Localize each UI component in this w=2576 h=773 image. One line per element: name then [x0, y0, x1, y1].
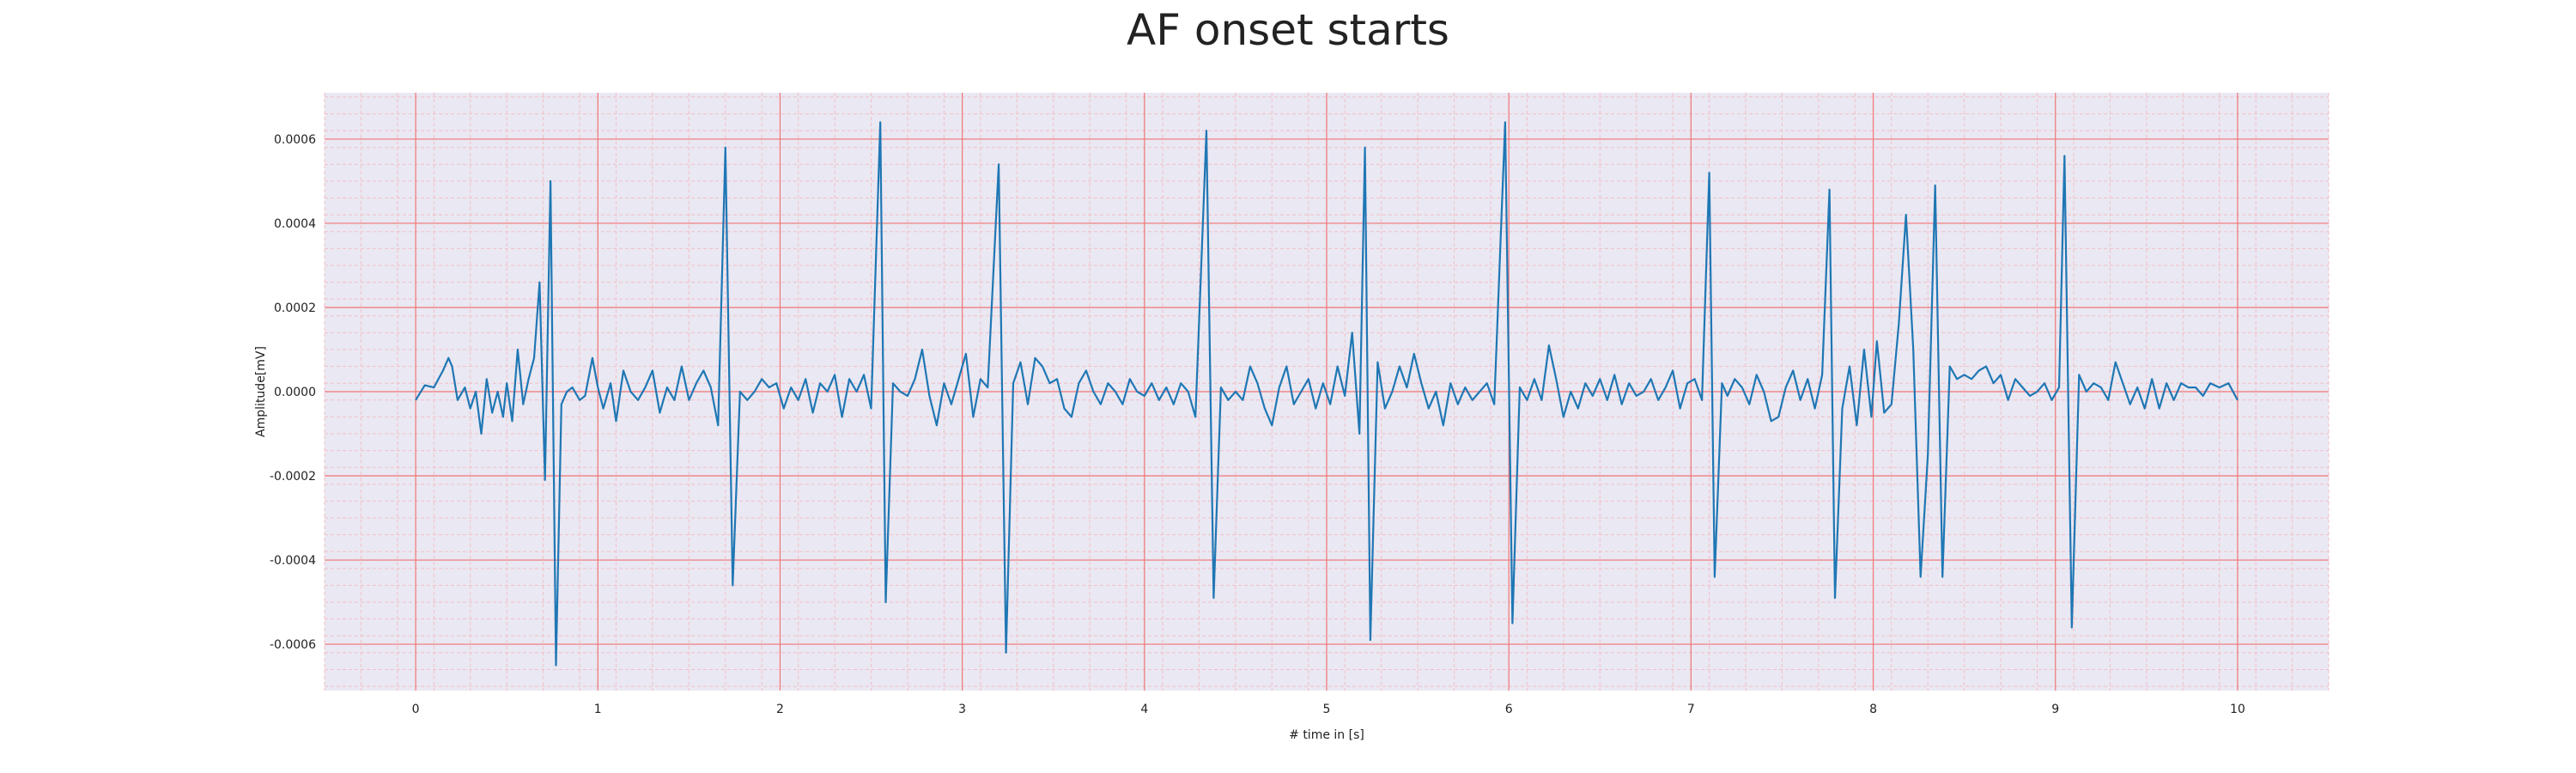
- x-tick-label: 9: [2051, 703, 2059, 716]
- y-tick-label: -0.0004: [270, 554, 316, 568]
- x-tick-labels: 0 1 2 3 4 5 6 7 8 9 10: [412, 703, 2245, 716]
- x-tick-label: 1: [594, 703, 602, 716]
- minor-grid: [324, 93, 2330, 691]
- y-axis-label: Amplitude[mV]: [254, 346, 268, 437]
- ecg-series-line: [415, 121, 2239, 666]
- x-tick-label: 2: [776, 703, 784, 716]
- x-tick-label: 8: [1869, 703, 1877, 716]
- y-tick-label: 0.0000: [274, 386, 316, 399]
- x-tick-label: 10: [2230, 703, 2245, 716]
- y-tick-labels: 0.0006 0.0004 0.0002 0.0000 -0.0002 -0.0004 -0…: [270, 133, 316, 652]
- series-layer: [415, 121, 2239, 666]
- x-tick-label: 3: [958, 703, 966, 716]
- x-axis-label: # time in [s]: [1289, 728, 1364, 742]
- x-tick-label: 6: [1505, 703, 1513, 716]
- y-tick-label: -0.0006: [270, 638, 316, 652]
- y-tick-label: 0.0006: [274, 133, 316, 147]
- y-tick-label: 0.0002: [274, 301, 316, 315]
- chart-title: AF onset starts: [1127, 5, 1449, 55]
- y-tick-label: -0.0002: [270, 470, 316, 484]
- x-tick-label: 0: [412, 703, 420, 716]
- major-grid: [325, 93, 2329, 691]
- y-tick-label: 0.0004: [274, 217, 316, 231]
- x-tick-label: 7: [1687, 703, 1695, 716]
- x-tick-label: 5: [1323, 703, 1331, 716]
- x-tick-label: 4: [1140, 703, 1148, 716]
